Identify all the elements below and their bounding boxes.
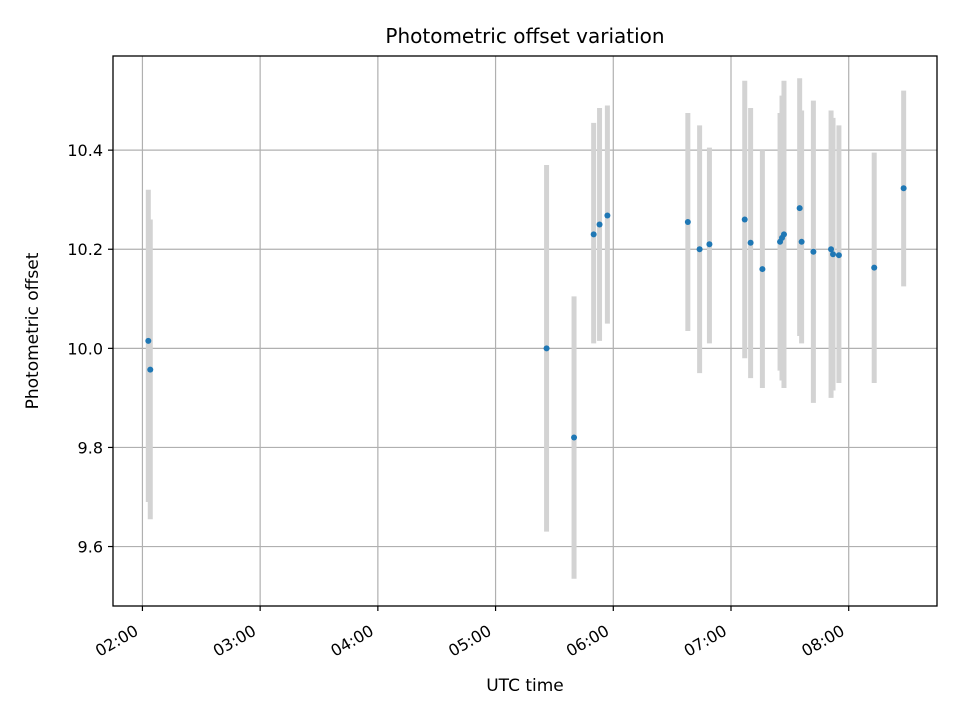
y-tick-label: 10.0 xyxy=(67,339,103,358)
data-point xyxy=(871,264,878,271)
data-point xyxy=(835,252,842,259)
data-point xyxy=(830,251,837,258)
y-tick-label: 9.6 xyxy=(78,538,103,557)
data-point xyxy=(741,216,748,223)
grid-layer xyxy=(113,56,937,606)
data-point xyxy=(798,238,805,245)
data-point xyxy=(696,246,703,253)
plot-frame xyxy=(112,55,938,607)
data-point xyxy=(828,246,835,253)
data-point xyxy=(706,241,713,248)
x-axis-title: UTC time xyxy=(486,676,564,696)
data-point xyxy=(684,218,691,225)
data-point xyxy=(747,239,754,246)
data-point xyxy=(145,337,152,344)
data-point xyxy=(571,434,578,441)
y-tick-label: 10.2 xyxy=(67,240,103,259)
data-point xyxy=(810,248,817,255)
data-point xyxy=(759,266,766,273)
y-axis-title: Photometric offset xyxy=(23,252,43,409)
y-tick-label: 10.4 xyxy=(67,141,103,160)
y-tick-label: 9.8 xyxy=(78,438,103,457)
data-point xyxy=(590,231,597,238)
point-layer xyxy=(145,185,907,441)
data-point xyxy=(900,185,907,192)
data-point xyxy=(780,231,787,238)
chart-title: Photometric offset variation xyxy=(385,24,664,48)
data-point xyxy=(796,205,803,212)
data-point xyxy=(147,366,154,373)
data-point xyxy=(543,345,550,352)
data-point xyxy=(604,212,611,219)
data-point xyxy=(596,221,603,228)
